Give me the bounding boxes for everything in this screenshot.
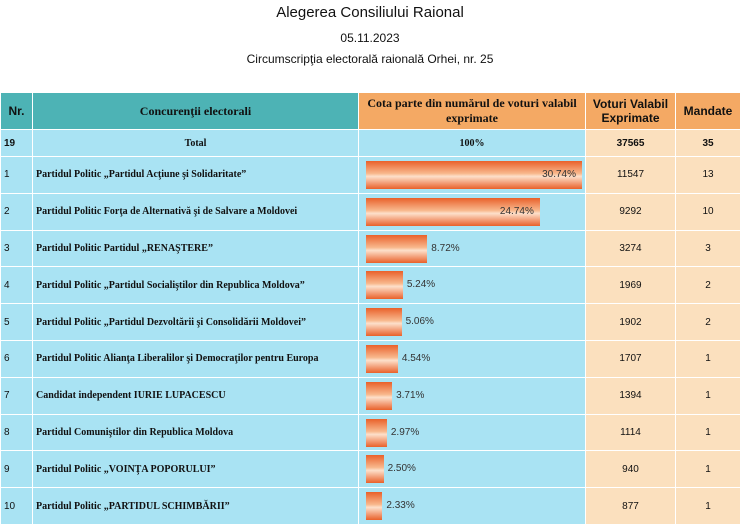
party: Total bbox=[33, 130, 358, 156]
share-bar bbox=[366, 308, 402, 337]
share-bar bbox=[366, 418, 387, 447]
share-bar bbox=[366, 234, 428, 263]
party: Partidul Politic Alianţa Liberalilor şi … bbox=[33, 340, 358, 377]
share-label: 2.97% bbox=[390, 426, 420, 438]
party-row: 10 Partidul Politic „PARTIDUL SCHIMBĂRII”… bbox=[1, 488, 740, 524]
share-cell: 2.33% bbox=[359, 488, 585, 524]
nr: 5 bbox=[1, 304, 32, 340]
nr: 3 bbox=[1, 230, 32, 267]
total-row: 19 Total 100% 37565 35 bbox=[1, 130, 740, 156]
nr: 10 bbox=[1, 488, 32, 524]
party: Partidul Comuniştilor din Republica Mold… bbox=[33, 414, 358, 451]
mandates: 35 bbox=[676, 130, 740, 156]
party-row: 3 Partidul Politic Partidul „RENAŞTERE” 8.… bbox=[1, 230, 740, 267]
party-row: 1 Partidul Politic „Partidul Acţiune şi S… bbox=[1, 157, 740, 193]
votes: 37565 bbox=[586, 130, 675, 156]
share-label: 4.54% bbox=[401, 352, 431, 364]
mandates: 13 bbox=[676, 157, 740, 193]
party: Partidul Politic „Partidul Socialiştilor… bbox=[33, 267, 358, 304]
mandates: 2 bbox=[676, 267, 740, 304]
share-label: 5.24% bbox=[406, 279, 436, 291]
title: Alegerea Consiliului Raional bbox=[276, 4, 464, 21]
share-bar bbox=[366, 161, 583, 189]
share-bar bbox=[366, 344, 398, 373]
share-cell: 8.72% bbox=[359, 230, 585, 267]
votes: 9292 bbox=[586, 193, 675, 230]
share-cell: 5.24% bbox=[359, 267, 585, 304]
table-body: 19 Total 100% 37565 35 1 Partidul Politic „Par… bbox=[1, 130, 740, 524]
column-header: Cota parte din numărul de voturi valabil… bbox=[359, 93, 585, 129]
mandates: 1 bbox=[676, 377, 740, 414]
votes: 3274 bbox=[586, 230, 675, 267]
share-label: 5.06% bbox=[405, 316, 434, 328]
nr: 6 bbox=[1, 340, 32, 377]
nr: 4 bbox=[1, 267, 32, 304]
nr: 9 bbox=[1, 451, 32, 488]
share-cell: 2.97% bbox=[359, 414, 585, 451]
votes: 877 bbox=[586, 488, 675, 524]
column-header: Nr. bbox=[1, 93, 32, 129]
share-label: 2.33% bbox=[386, 500, 415, 512]
share-cell: 5.06% bbox=[359, 304, 585, 340]
share: 100% bbox=[359, 130, 585, 156]
votes: 1114 bbox=[586, 414, 675, 451]
votes: 1902 bbox=[586, 304, 675, 340]
share-bar bbox=[366, 492, 383, 521]
share-bar bbox=[366, 197, 540, 226]
share-cell: 30.74% bbox=[359, 157, 585, 193]
mandates: 1 bbox=[676, 414, 740, 451]
column-header: Voturi Valabil Exprimate bbox=[586, 93, 675, 129]
party: Partidul Politic „VOINŢA POPORULUI” bbox=[33, 451, 358, 488]
date: 05.11.2023 bbox=[340, 31, 400, 45]
party-row: 8 Partidul Comuniştilor din Republica Mol… bbox=[1, 414, 740, 451]
party-row: 9 Partidul Politic „VOINŢA POPORULUI” 2.50… bbox=[1, 451, 740, 488]
nr: 2 bbox=[1, 193, 32, 230]
share-cell: 2.50% bbox=[359, 451, 585, 488]
votes: 1394 bbox=[586, 377, 675, 414]
party-row: 4 Partidul Politic „Partidul Socialiştilo… bbox=[1, 267, 740, 304]
mandates: 1 bbox=[676, 451, 740, 488]
column-header: Mandate bbox=[676, 93, 740, 129]
nr: 19 bbox=[1, 130, 32, 156]
share-bar bbox=[366, 271, 403, 300]
share-label: 2.50% bbox=[387, 463, 416, 475]
party: Candidat independent IURIE LUPACESCU bbox=[33, 377, 358, 414]
party-row: 7 Candidat independent IURIE LUPACESCU 3.7… bbox=[1, 377, 740, 414]
share-label: 3.71% bbox=[396, 389, 425, 401]
column-header: Concurenţii electorali bbox=[33, 93, 358, 129]
party-row: 2 Partidul Politic Forţa de Alternativă ş… bbox=[1, 193, 740, 230]
party: Partidul Politic Forţa de Alternativă şi… bbox=[33, 193, 358, 230]
party-row: 5 Partidul Politic „Partidul Dezvoltării … bbox=[1, 304, 740, 340]
votes: 1707 bbox=[586, 340, 675, 377]
votes: 940 bbox=[586, 451, 675, 488]
share-label: 24.74% bbox=[499, 205, 534, 217]
party-row: 6 Partidul Politic Alianţa Liberalilor şi… bbox=[1, 340, 740, 377]
district: Circumscripţia electorală raională Orhei… bbox=[246, 52, 494, 66]
share-label: 8.72% bbox=[431, 242, 460, 254]
share-cell: 24.74% bbox=[359, 193, 585, 230]
share-bar bbox=[366, 455, 384, 484]
party: Partidul Politic „PARTIDUL SCHIMBĂRII” bbox=[33, 488, 358, 524]
votes: 11547 bbox=[586, 157, 675, 193]
party: Partidul Politic Partidul „RENAŞTERE” bbox=[33, 230, 358, 267]
votes: 1969 bbox=[586, 267, 675, 304]
nr: 7 bbox=[1, 377, 32, 414]
party: Partidul Politic „Partidul Dezvoltării ş… bbox=[33, 304, 358, 340]
nr: 8 bbox=[1, 414, 32, 451]
results-table: Nr. Concurenţii electorali Cota parte di… bbox=[0, 92, 740, 525]
share-cell: 3.71% bbox=[359, 377, 585, 414]
mandates: 1 bbox=[676, 340, 740, 377]
party: Partidul Politic „Partidul Acţiune şi So… bbox=[33, 157, 358, 193]
share-bar bbox=[366, 381, 393, 410]
mandates: 3 bbox=[676, 230, 740, 267]
share-label: 30.74% bbox=[542, 169, 577, 180]
nr: 1 bbox=[1, 157, 32, 193]
mandates: 2 bbox=[676, 304, 740, 340]
mandates: 10 bbox=[676, 193, 740, 230]
mandates: 1 bbox=[676, 488, 740, 524]
header-row: Nr. Concurenţii electorali Cota parte di… bbox=[1, 93, 740, 129]
share-cell: 4.54% bbox=[359, 340, 585, 377]
